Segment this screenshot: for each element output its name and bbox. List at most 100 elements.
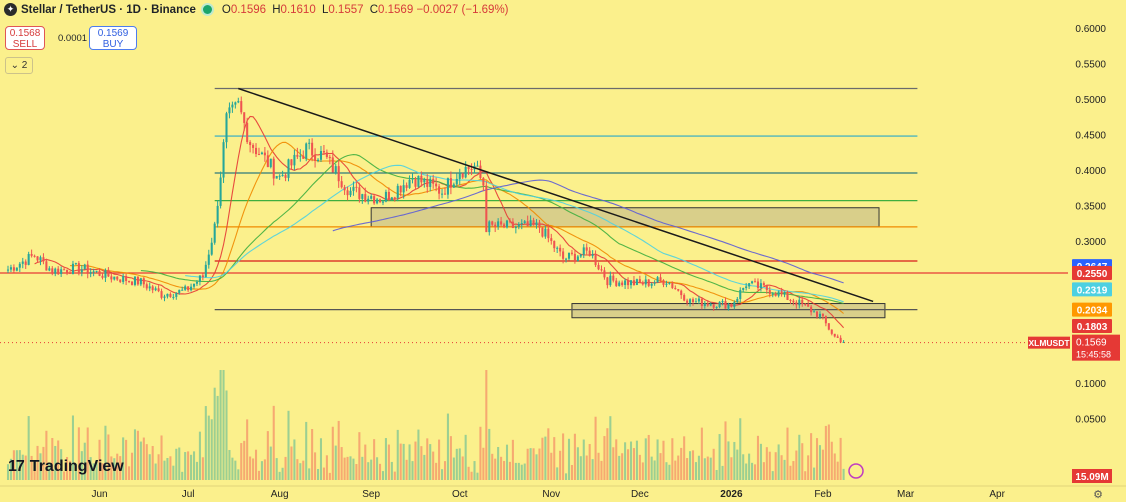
volume-bar — [272, 405, 275, 480]
tradingview-mark-icon: 17 — [8, 458, 25, 475]
candle-body — [263, 152, 266, 156]
buy-button[interactable]: 0.1569 BUY — [89, 26, 137, 50]
candle-body — [777, 291, 780, 296]
price-badge — [1072, 282, 1112, 297]
candle-body — [405, 185, 408, 188]
volume-bar — [488, 428, 491, 480]
volume-bar — [337, 420, 340, 480]
candle-body — [514, 226, 517, 229]
volume-bar — [429, 444, 432, 480]
candle-body — [488, 221, 491, 233]
candle-body — [765, 285, 768, 291]
volume-bar — [482, 447, 485, 480]
candle-body — [74, 263, 77, 265]
candle-body — [154, 288, 157, 291]
volume-bar — [80, 451, 83, 480]
volume-bar — [24, 455, 27, 480]
stellar-logo-icon: ✦ — [4, 3, 17, 16]
volume-bar — [449, 436, 452, 480]
volume-bar — [190, 454, 193, 480]
volume-bar — [311, 429, 314, 480]
ohlc-readout: O0.1596 H0.1610 L0.1557 C0.1569 −0.0027 … — [219, 4, 509, 16]
y-tick-label: 0.4500 — [1075, 131, 1106, 142]
sell-label: SELL — [12, 39, 38, 50]
volume-bar — [355, 464, 358, 480]
volume-bar — [458, 448, 461, 480]
volume-bar — [565, 473, 568, 480]
volume-bar — [299, 463, 302, 480]
volume-bar — [559, 450, 562, 480]
candle-body — [653, 282, 656, 284]
candle-body — [700, 298, 703, 307]
volume-bar — [192, 451, 196, 480]
volume-bar — [621, 453, 624, 480]
sell-button[interactable]: 0.1568 SELL — [5, 26, 45, 50]
candle-body — [379, 199, 382, 203]
volume-bar — [39, 453, 42, 480]
candle-body — [314, 155, 317, 161]
candle-body — [110, 276, 113, 280]
candle-body — [600, 269, 603, 271]
candle-body — [240, 101, 243, 113]
candle-body — [181, 289, 184, 291]
candle-body — [228, 107, 231, 114]
volume-bar — [349, 456, 352, 480]
volume-bar — [748, 453, 751, 480]
volume-bar — [83, 442, 86, 480]
candle-body — [709, 304, 712, 306]
candle-body — [609, 275, 612, 286]
candle-body — [104, 269, 107, 278]
volume-bar — [718, 434, 721, 480]
candle-body — [373, 196, 376, 204]
volume-bar — [370, 459, 373, 480]
volume-bar — [346, 456, 349, 480]
volume-bar — [491, 453, 494, 480]
candle-body — [48, 268, 51, 271]
settings-gear-icon: ⚙ — [1093, 489, 1103, 501]
candle-body — [479, 165, 482, 178]
candle-body — [629, 280, 633, 286]
volume-bar — [204, 406, 207, 480]
candle-body — [594, 254, 597, 266]
candle-body — [724, 301, 727, 309]
change-value: −0.0027 (−1.69%) — [416, 3, 509, 16]
volume-bar — [178, 447, 181, 480]
candle-body — [157, 288, 160, 292]
volume-bar — [523, 463, 526, 480]
candle-body — [756, 281, 760, 289]
candle-body — [635, 279, 638, 286]
volume-bar — [6, 464, 10, 480]
volume-bar — [222, 370, 225, 480]
candle-body — [346, 190, 349, 196]
volume-bar — [813, 467, 816, 480]
candle-body — [449, 178, 452, 188]
indicators-toggle-button[interactable]: ⌄ 2 — [5, 57, 33, 74]
volume-bar — [765, 447, 768, 480]
volume-bar — [237, 469, 240, 480]
candle-body — [249, 142, 252, 146]
candle-body — [579, 254, 582, 257]
candle-body — [836, 336, 839, 338]
volume-bar — [804, 471, 807, 480]
tradingview-logo[interactable]: 17 TradingView — [8, 458, 124, 476]
candle-body — [532, 220, 535, 226]
volume-bar — [443, 461, 447, 480]
volume-bar — [207, 415, 210, 480]
volume-bar — [396, 429, 399, 480]
candle-body — [606, 277, 609, 286]
candle-body — [184, 286, 187, 290]
volume-bar — [252, 458, 255, 480]
volume-bar — [739, 418, 742, 480]
moving-average-line — [332, 179, 844, 284]
volume-bar — [674, 460, 677, 480]
volume-bar — [464, 434, 467, 480]
candle-body — [24, 261, 27, 265]
candle-body — [559, 247, 562, 252]
volume-bar — [476, 472, 479, 480]
volume-bar — [532, 448, 535, 480]
candle-body — [497, 221, 500, 227]
symbol-title[interactable]: Stellar / TetherUS · 1D · Binance — [21, 3, 196, 16]
candle-body — [461, 173, 464, 178]
volume-bar — [420, 446, 423, 480]
